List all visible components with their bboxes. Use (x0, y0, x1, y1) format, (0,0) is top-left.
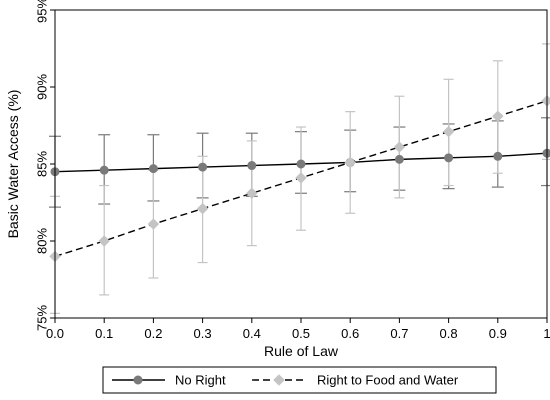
x-tick-label: 0.5 (292, 326, 310, 341)
y-tick-label: 95% (35, 0, 50, 23)
data-point-right-to-food-and-water (295, 172, 307, 184)
data-point-right-to-food-and-water (147, 218, 160, 230)
y-tick-label: 75% (35, 305, 50, 331)
x-tick-label: 0.3 (194, 326, 212, 341)
y-tick-label: 90% (35, 74, 50, 100)
x-tick-label: 1 (543, 326, 550, 341)
data-point-right-to-food-and-water (541, 95, 550, 107)
x-tick-label: 0.1 (95, 326, 113, 341)
legend-marker-right-to-food-and-water (273, 374, 285, 386)
legend-label-right-to-food-and-water: Right to Food and Water (317, 373, 459, 388)
data-point-no-right (198, 162, 208, 172)
x-tick-label: 0.7 (390, 326, 408, 341)
y-axis-ticks: 75% 80% 85% 90% 95% (35, 0, 55, 331)
y-tick-label: 85% (35, 151, 50, 177)
legend-marker-no-right (133, 375, 143, 385)
x-tick-label: 0.2 (144, 326, 162, 341)
data-point-no-right (296, 159, 306, 169)
y-tick-label: 80% (35, 228, 50, 254)
x-axis-ticks: 0.0 0.1 0.2 0.3 0.4 0.5 0.6 0.7 0.8 0.9 1 (46, 318, 550, 341)
data-point-right-to-food-and-water (442, 125, 455, 138)
data-point-right-to-food-and-water (98, 235, 110, 247)
data-point-right-to-food-and-water (393, 141, 406, 153)
data-point-right-to-food-and-water (492, 110, 504, 122)
data-point-no-right (444, 153, 454, 163)
x-axis-title: Rule of Law (264, 343, 339, 359)
y-axis-title: Basic Water Access (%) (5, 90, 21, 239)
data-point-no-right (493, 151, 503, 161)
data-point-no-right (247, 161, 257, 171)
x-tick-label: 0.0 (46, 326, 64, 341)
data-point-right-to-food-and-water (246, 187, 258, 199)
data-point-no-right (99, 165, 109, 175)
data-point-no-right (394, 154, 404, 164)
x-tick-label: 0.9 (489, 326, 507, 341)
x-tick-label: 0.4 (243, 326, 261, 341)
data-point-no-right (148, 164, 158, 174)
legend: No Right Right to Food and Water (102, 366, 497, 394)
x-tick-label: 0.6 (341, 326, 359, 341)
legend-label-no-right: No Right (175, 373, 226, 388)
series-markers (49, 95, 550, 263)
data-point-right-to-food-and-water (344, 156, 356, 169)
x-tick-label: 0.8 (440, 326, 458, 341)
data-point-right-to-food-and-water (196, 202, 209, 215)
